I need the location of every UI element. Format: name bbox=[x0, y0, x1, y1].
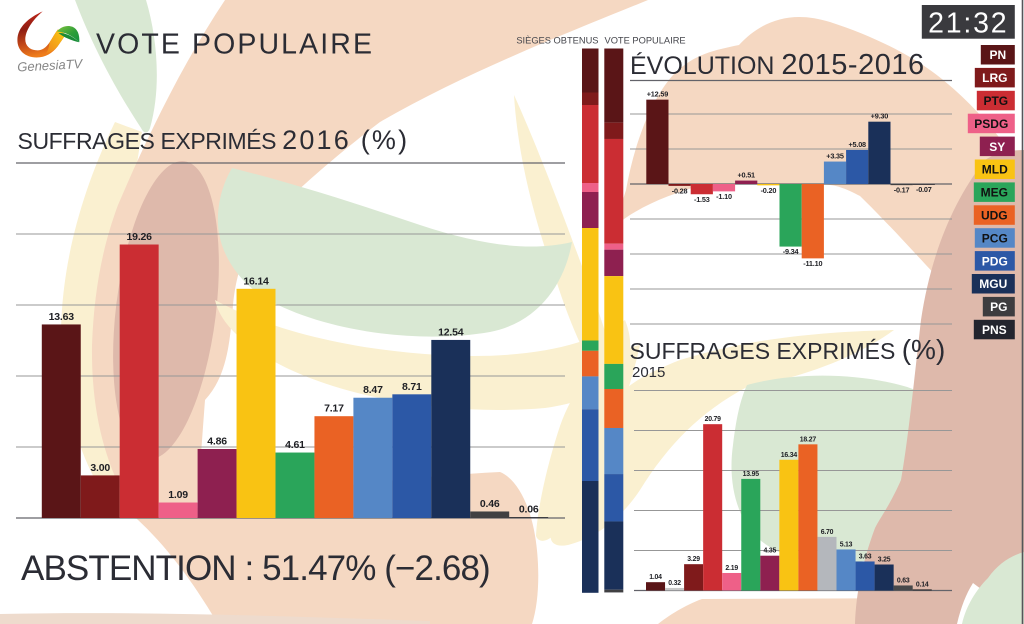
svg-text:SUFFRAGES EXPRIMÉS (%): SUFFRAGES EXPRIMÉS (%) bbox=[630, 334, 946, 365]
svg-text:-0.20: -0.20 bbox=[761, 186, 777, 195]
svg-text:6.70: 6.70 bbox=[821, 529, 834, 536]
svg-text:MLD: MLD bbox=[982, 163, 1008, 177]
svg-text:-1.10: -1.10 bbox=[716, 192, 732, 201]
svg-text:+3.35: +3.35 bbox=[826, 152, 844, 161]
svg-text:MGU: MGU bbox=[979, 277, 1007, 291]
svg-text:13.95: 13.95 bbox=[743, 471, 760, 478]
svg-text:+12.59: +12.59 bbox=[647, 90, 668, 99]
svg-text:PN: PN bbox=[989, 48, 1006, 62]
svg-text:4.61: 4.61 bbox=[285, 439, 305, 451]
svg-text:MEG: MEG bbox=[981, 186, 1008, 200]
svg-text:1.09: 1.09 bbox=[168, 489, 188, 501]
svg-text:+0.51: +0.51 bbox=[737, 171, 755, 180]
svg-text:SY: SY bbox=[989, 140, 1005, 154]
svg-text:-0.07: -0.07 bbox=[916, 185, 932, 194]
svg-text:5.13: 5.13 bbox=[840, 542, 853, 549]
svg-text:PG: PG bbox=[990, 300, 1007, 314]
svg-text:21:32: 21:32 bbox=[928, 8, 1008, 40]
svg-text:20.79: 20.79 bbox=[705, 416, 722, 423]
svg-text:0.14: 0.14 bbox=[916, 581, 929, 588]
svg-text:3.25: 3.25 bbox=[878, 557, 891, 564]
svg-text:PTG: PTG bbox=[983, 94, 1008, 108]
svg-text:SUFFRAGES EXPRIMÉS 2016 (%): SUFFRAGES EXPRIMÉS 2016 (%) bbox=[18, 125, 410, 155]
svg-text:3.00: 3.00 bbox=[90, 462, 110, 474]
svg-text:ABSTENTION : 51.47% (−2.68): ABSTENTION : 51.47% (−2.68) bbox=[21, 549, 490, 588]
svg-text:7.17: 7.17 bbox=[324, 403, 344, 415]
svg-text:13.63: 13.63 bbox=[49, 311, 75, 323]
svg-text:LRG: LRG bbox=[982, 71, 1007, 85]
svg-text:4.86: 4.86 bbox=[207, 436, 227, 448]
svg-text:0.46: 0.46 bbox=[480, 498, 500, 510]
svg-text:19.26: 19.26 bbox=[127, 231, 153, 243]
svg-text:ÉVOLUTION 2015-2016: ÉVOLUTION 2015-2016 bbox=[630, 49, 925, 81]
svg-text:18.27: 18.27 bbox=[800, 436, 817, 443]
svg-text:3.63: 3.63 bbox=[859, 554, 872, 561]
svg-text:-11.10: -11.10 bbox=[803, 259, 822, 268]
svg-text:8.71: 8.71 bbox=[402, 381, 422, 393]
svg-text:-0.17: -0.17 bbox=[894, 186, 910, 195]
svg-text:-0.28: -0.28 bbox=[672, 186, 688, 195]
svg-text:VOTE POPULAIRE: VOTE POPULAIRE bbox=[605, 36, 686, 46]
svg-text:0.06: 0.06 bbox=[519, 504, 539, 516]
svg-text:4.35: 4.35 bbox=[763, 548, 776, 555]
svg-text:3.29: 3.29 bbox=[687, 556, 700, 563]
svg-text:2015: 2015 bbox=[632, 364, 665, 381]
svg-text:VOTE POPULAIRE: VOTE POPULAIRE bbox=[96, 29, 374, 61]
svg-text:SIÈGES OBTENUS: SIÈGES OBTENUS bbox=[516, 36, 598, 46]
svg-text:+9.30: +9.30 bbox=[871, 112, 889, 121]
svg-text:+5.08: +5.08 bbox=[848, 140, 866, 149]
svg-text:16.14: 16.14 bbox=[243, 275, 269, 287]
svg-text:1.04: 1.04 bbox=[649, 574, 662, 581]
svg-text:GenesiaTV: GenesiaTV bbox=[17, 56, 84, 74]
svg-text:0.32: 0.32 bbox=[668, 580, 681, 587]
svg-text:-9.34: -9.34 bbox=[783, 247, 800, 256]
svg-text:2.19: 2.19 bbox=[725, 565, 738, 572]
svg-text:PCG: PCG bbox=[982, 231, 1008, 245]
svg-text:UDG: UDG bbox=[981, 209, 1008, 223]
svg-text:PNS: PNS bbox=[982, 323, 1007, 337]
svg-text:8.47: 8.47 bbox=[363, 384, 383, 396]
svg-text:12.54: 12.54 bbox=[438, 326, 464, 338]
svg-text:0.63: 0.63 bbox=[897, 578, 910, 585]
svg-text:PSDG: PSDG bbox=[974, 117, 1008, 131]
svg-text:-1.53: -1.53 bbox=[694, 195, 710, 204]
svg-text:PDG: PDG bbox=[982, 254, 1008, 268]
svg-text:16.34: 16.34 bbox=[781, 452, 798, 459]
